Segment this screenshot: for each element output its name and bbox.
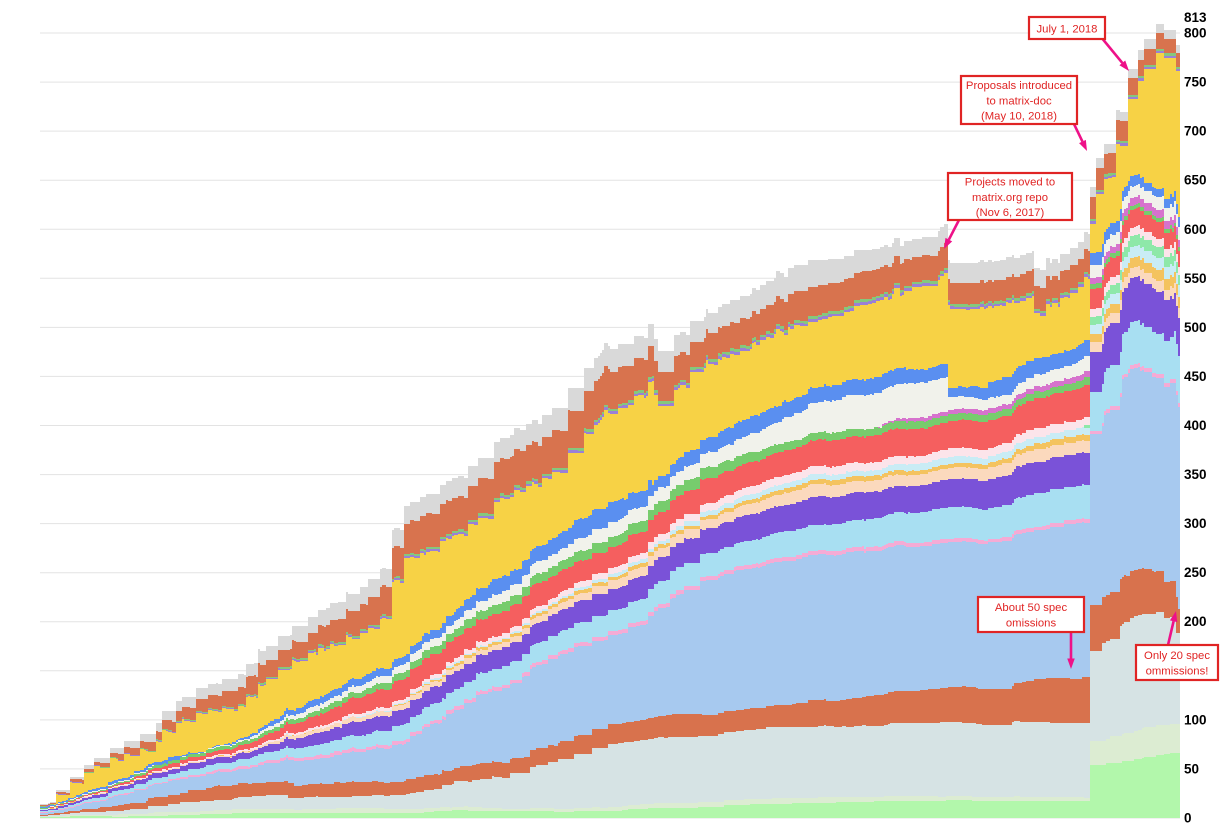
svg-text:50: 50 [1184,761,1199,776]
svg-text:omissions: omissions [1006,617,1057,629]
svg-text:650: 650 [1184,173,1207,188]
svg-text:300: 300 [1184,516,1207,531]
svg-text:500: 500 [1184,320,1207,335]
svg-text:250: 250 [1184,565,1207,580]
svg-text:(Nov 6, 2017): (Nov 6, 2017) [976,207,1045,219]
svg-text:100: 100 [1184,712,1207,727]
svg-text:Only 20 spec: Only 20 spec [1144,650,1210,662]
svg-text:750: 750 [1184,75,1207,90]
svg-text:Proposals introduced: Proposals introduced [966,80,1072,92]
svg-text:(May 10, 2018): (May 10, 2018) [981,111,1057,123]
svg-text:350: 350 [1184,467,1207,482]
svg-text:to matrix-doc: to matrix-doc [986,95,1052,107]
svg-text:matrix.org repo: matrix.org repo [972,192,1048,204]
svg-text:450: 450 [1184,369,1207,384]
svg-text:700: 700 [1184,124,1207,139]
svg-text:600: 600 [1184,222,1207,237]
svg-text:800: 800 [1184,26,1207,41]
svg-text:813: 813 [1184,10,1207,25]
svg-text:400: 400 [1184,418,1207,433]
svg-text:550: 550 [1184,271,1207,286]
svg-text:ommissions!: ommissions! [1146,665,1209,677]
svg-text:Projects moved to: Projects moved to [965,177,1055,189]
svg-text:July 1, 2018: July 1, 2018 [1037,23,1098,35]
svg-text:About 50 spec: About 50 spec [995,602,1068,614]
svg-text:0: 0 [1184,811,1192,825]
svg-text:200: 200 [1184,614,1207,629]
